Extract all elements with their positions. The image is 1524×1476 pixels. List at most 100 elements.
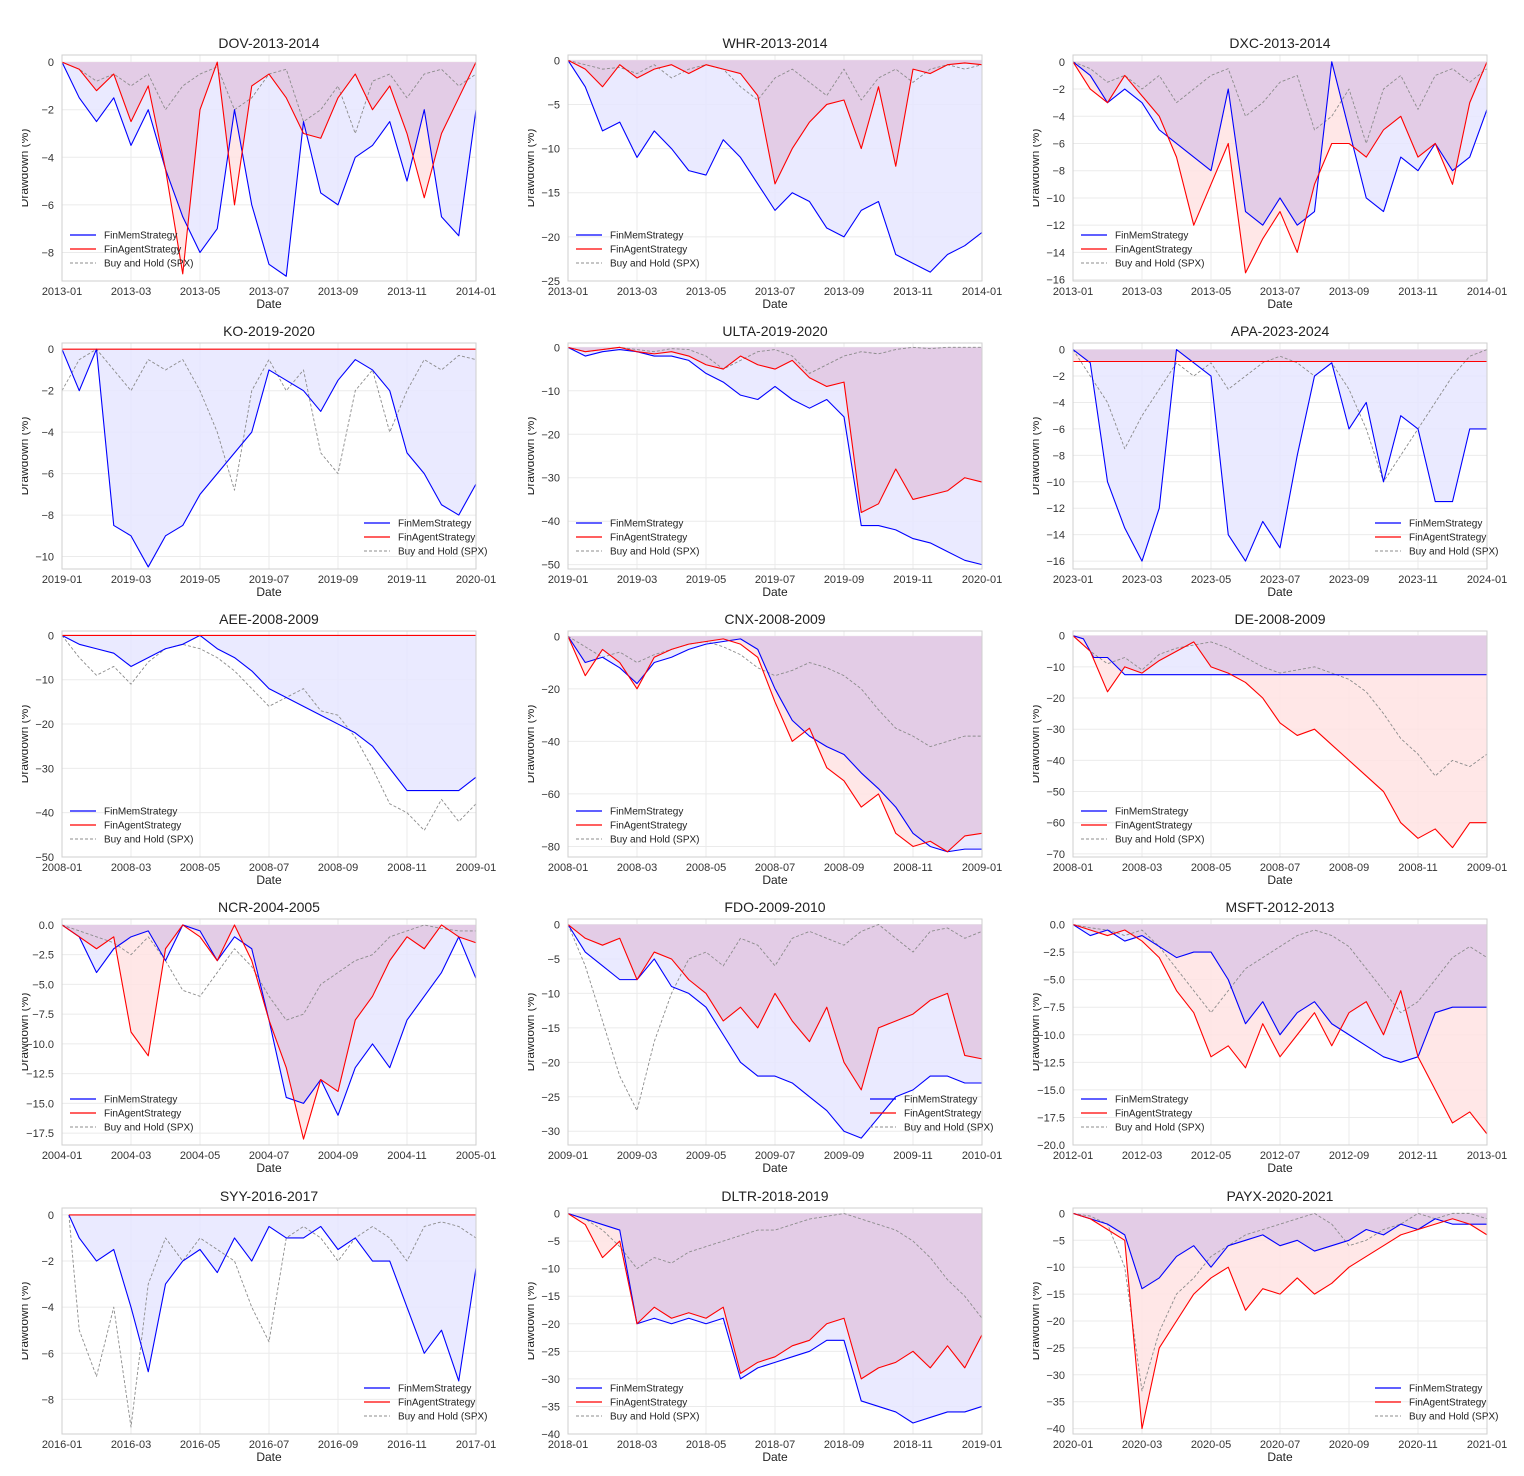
y-tick-label: −6	[1052, 138, 1065, 150]
y-tick-label: −10.0	[1037, 1030, 1065, 1042]
x-tick-label: 2008-03	[1122, 862, 1162, 874]
x-tick-label: 2008-01	[1053, 862, 1093, 874]
overlap-area-fill	[568, 347, 982, 513]
chart-title: MSFT-2012-2013	[1226, 899, 1335, 915]
y-tick-label: −17.5	[26, 1128, 54, 1140]
finagent-line	[1072, 61, 1488, 274]
x-tick-label: 2023-11	[1398, 574, 1438, 586]
x-tick-label: 2010-01	[962, 1150, 1002, 1162]
legend-label: FinMemStrategy	[610, 231, 683, 242]
x-tick-label: 2020-07	[1260, 1439, 1300, 1451]
legend-label: FinAgentStrategy	[610, 533, 687, 544]
x-tick-label: 2012-11	[1398, 1150, 1438, 1162]
legend-label: FinMemStrategy	[610, 1384, 683, 1395]
chart-title: PAYX-2020-2021	[1227, 1188, 1334, 1204]
y-tick-label: 0.0	[39, 920, 54, 932]
y-tick-label: 0	[554, 1209, 560, 1221]
plot-frame	[1072, 918, 1488, 1146]
overlap-area-fill	[1073, 635, 1487, 675]
finmem-line	[1072, 61, 1488, 226]
legend-label: Buy and Hold (SPX)	[610, 259, 700, 270]
plot-frame	[1072, 54, 1488, 282]
plot-frame	[61, 918, 477, 1146]
y-tick-label: −8	[41, 247, 54, 259]
y-tick-label: −20	[541, 1319, 560, 1331]
x-tick-label: 2009-05	[686, 1150, 726, 1162]
x-tick-label: 2014-01	[456, 286, 496, 298]
chart-title: DLTR-2018-2019	[721, 1188, 828, 1204]
y-tick-label: −25	[541, 276, 560, 288]
plot-frame	[567, 342, 983, 570]
y-tick-label: −2.5	[1043, 947, 1065, 959]
y-tick-label: −20	[541, 429, 560, 441]
y-tick-label: −30	[541, 473, 560, 485]
x-tick-label: 2004-03	[111, 1150, 151, 1162]
finmem-line	[61, 348, 477, 568]
x-tick-label: 2013-03	[111, 286, 151, 298]
legend-label: FinAgentStrategy	[104, 821, 181, 832]
x-tick-label: 2020-03	[1122, 1439, 1162, 1451]
overlap-area-fill	[568, 636, 982, 852]
x-tick-label: 2023-07	[1260, 574, 1300, 586]
x-axis-label: Date	[762, 297, 788, 311]
y-tick-label: −25	[541, 1092, 560, 1104]
x-tick-label: 2023-01	[1053, 574, 1093, 586]
y-tick-label: −10	[541, 386, 560, 398]
x-tick-label: 2019-09	[318, 574, 358, 586]
y-tick-label: −25	[1046, 1343, 1065, 1355]
x-axis-label: Date	[1267, 873, 1293, 887]
x-tick-label: 2014-01	[962, 286, 1002, 298]
y-tick-label: −40	[541, 1429, 560, 1441]
y-tick-label: −20	[541, 232, 560, 244]
legend-label: FinMemStrategy	[904, 1095, 977, 1106]
x-tick-label: 2019-05	[686, 574, 726, 586]
y-tick-label: −10	[1046, 1262, 1065, 1274]
chart-cnx-2008-2009: CNX-2008-2009 0 −20 −40 −60 −80 2008-01 2008-03…	[528, 611, 1002, 887]
legend-label: FinMemStrategy	[104, 1095, 177, 1106]
x-tick-label: 2008-11	[893, 862, 933, 874]
y-axis-label: Drawdown (%)	[528, 705, 537, 784]
chart-title: DE-2008-2009	[1234, 611, 1325, 627]
y-tick-label: −40	[541, 516, 560, 528]
x-tick-label: 2008-09	[318, 862, 358, 874]
y-tick-label: −15.0	[26, 1098, 54, 1110]
y-tick-label: 0	[1059, 57, 1065, 69]
y-tick-label: −16	[1046, 556, 1065, 568]
x-tick-label: 2016-03	[111, 1439, 151, 1451]
y-tick-label: −2	[1052, 371, 1065, 383]
legend-label: Buy and Hold (SPX)	[904, 1123, 994, 1134]
finmem-line	[61, 634, 477, 792]
finagent-line	[1072, 923, 1488, 1135]
y-axis-label: Drawdown (%)	[528, 417, 537, 496]
legend-label: FinAgentStrategy	[1115, 821, 1192, 832]
legend: FinMemStrategy FinAgentStrategy Buy and Ho…	[1375, 519, 1499, 558]
x-tick-label: 2016-01	[42, 1439, 82, 1451]
y-tick-label: −15	[541, 1291, 560, 1303]
x-tick-label: 2020-09	[1329, 1439, 1369, 1451]
x-tick-label: 2021-01	[1467, 1439, 1507, 1451]
chart-title: KO-2019-2020	[223, 323, 315, 339]
chart-title: FDO-2009-2010	[724, 899, 825, 915]
plot-frame	[567, 630, 983, 858]
y-tick-label: −8	[1052, 166, 1065, 178]
x-tick-label: 2019-01	[962, 1439, 1002, 1451]
overlap-area-fill	[1073, 1213, 1487, 1289]
legend-label: FinAgentStrategy	[398, 533, 475, 544]
y-tick-label: −4	[1052, 397, 1065, 409]
x-tick-label: 2009-01	[962, 862, 1002, 874]
y-tick-label: −15.0	[1037, 1085, 1065, 1097]
chart-title: CNX-2008-2009	[724, 611, 825, 627]
chart-title: NCR-2004-2005	[218, 899, 320, 915]
x-tick-label: 2008-03	[617, 862, 657, 874]
x-tick-label: 2012-07	[1260, 1150, 1300, 1162]
x-tick-label: 2024-01	[1467, 574, 1507, 586]
chart-ulta-2019-2020: ULTA-2019-2020 0 −10 −20 −30 −40 −50 2019-01 201…	[528, 323, 1002, 599]
y-tick-label: −20	[541, 1057, 560, 1069]
y-tick-label: −5	[547, 99, 560, 111]
y-tick-label: −7.5	[1043, 1002, 1065, 1014]
y-tick-label: −25	[541, 1346, 560, 1358]
finagent-line	[61, 61, 477, 275]
legend: FinMemStrategy FinAgentStrategy Buy and Ho…	[576, 519, 700, 558]
